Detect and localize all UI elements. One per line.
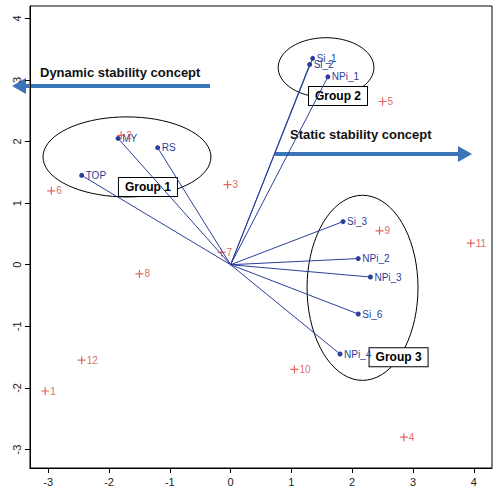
- svg-text:-1: -1: [11, 321, 23, 331]
- svg-text:2: 2: [126, 130, 132, 141]
- svg-text:2: 2: [11, 138, 23, 144]
- svg-text:1: 1: [288, 476, 294, 488]
- svg-text:Static stability concept: Static stability concept: [290, 127, 432, 142]
- svg-text:5: 5: [388, 96, 394, 107]
- svg-text:3: 3: [11, 77, 23, 83]
- svg-text:3: 3: [233, 179, 239, 190]
- svg-text:0: 0: [11, 262, 23, 268]
- svg-text:TOP: TOP: [86, 170, 107, 181]
- svg-text:11: 11: [476, 238, 487, 249]
- svg-text:1: 1: [50, 386, 56, 397]
- svg-text:4: 4: [11, 15, 23, 21]
- svg-text:NPi_3: NPi_3: [374, 272, 402, 283]
- svg-text:NPi_4: NPi_4: [344, 349, 372, 360]
- svg-text:-2: -2: [11, 383, 23, 393]
- svg-text:-3: -3: [43, 476, 53, 488]
- svg-text:Si_6: Si_6: [362, 309, 382, 320]
- svg-text:12: 12: [87, 355, 99, 366]
- svg-text:Dynamic stability concept: Dynamic stability concept: [40, 65, 201, 80]
- svg-text:Si_3: Si_3: [347, 216, 367, 227]
- svg-text:2: 2: [349, 476, 355, 488]
- svg-text:0: 0: [228, 476, 234, 488]
- svg-text:-2: -2: [104, 476, 114, 488]
- svg-text:RS: RS: [162, 142, 176, 153]
- svg-text:10: 10: [299, 364, 311, 375]
- svg-text:NPi_1: NPi_1: [332, 71, 360, 82]
- svg-text:3: 3: [410, 476, 416, 488]
- svg-text:7: 7: [226, 247, 232, 258]
- svg-text:Group 3: Group 3: [376, 350, 422, 364]
- svg-text:Si_2: Si_2: [314, 59, 334, 70]
- svg-text:8: 8: [144, 268, 150, 279]
- svg-text:4: 4: [409, 432, 415, 443]
- svg-text:4: 4: [471, 476, 477, 488]
- svg-text:-3: -3: [11, 445, 23, 455]
- svg-text:9: 9: [385, 225, 391, 236]
- svg-text:Group 2: Group 2: [315, 89, 361, 103]
- svg-text:NPi_2: NPi_2: [362, 253, 390, 264]
- svg-text:1: 1: [11, 200, 23, 206]
- svg-text:-1: -1: [165, 476, 175, 488]
- svg-text:6: 6: [56, 185, 62, 196]
- svg-text:MY: MY: [122, 132, 138, 144]
- svg-text:Group 1: Group 1: [125, 180, 171, 194]
